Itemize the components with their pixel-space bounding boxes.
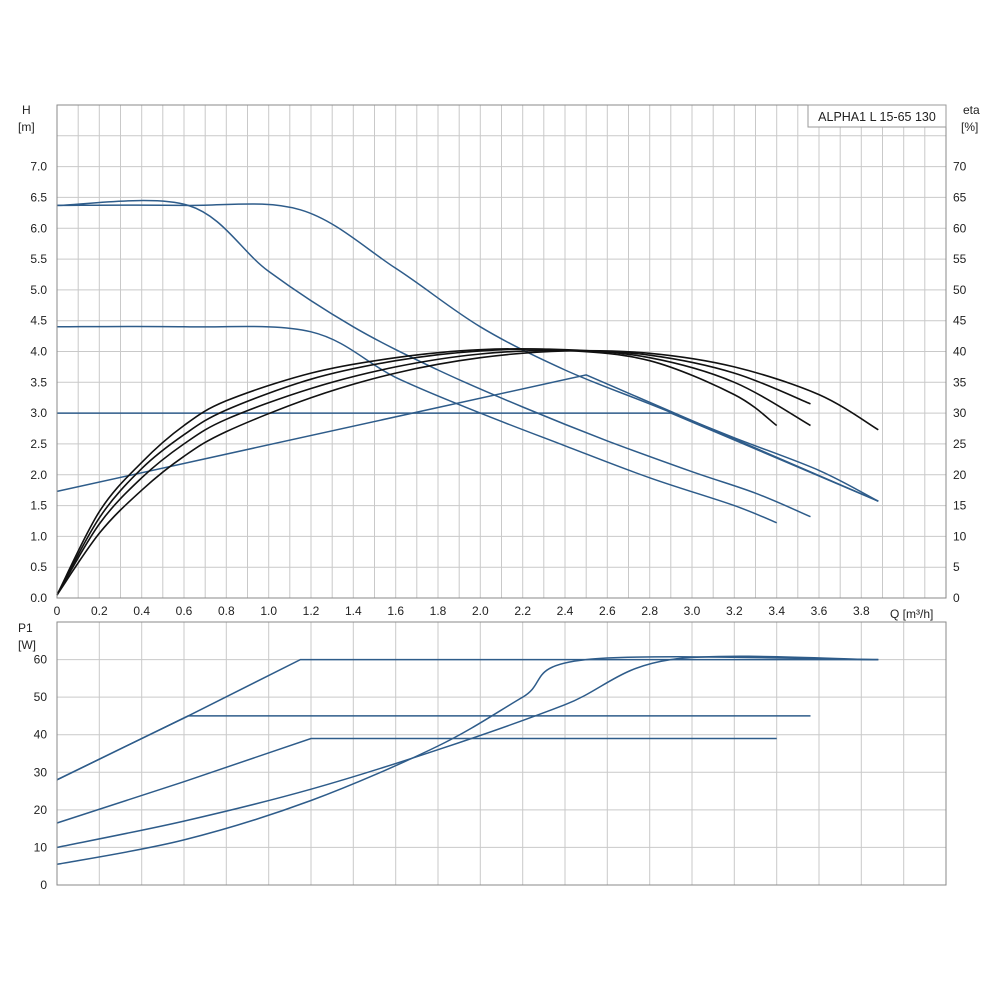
flow-tick-label: 3.4 [768,604,785,618]
head-axis-unit: [m] [18,120,35,134]
head-tick-label: 0.5 [30,560,47,574]
power-axis-label: P1 [18,621,33,635]
eta-tick-label: 15 [953,499,967,513]
eta-tick-label: 20 [953,468,967,482]
flow-tick-label: 0.6 [176,604,193,618]
head-tick-label: 3.0 [30,406,47,420]
head-curve [56,199,811,518]
flow-tick-label: 2.2 [514,604,531,618]
flow-tick-label: 1.8 [430,604,447,618]
eta-tick-label: 45 [953,314,967,328]
head-tick-label: 0.0 [30,591,47,605]
efficiency-curve [56,349,879,596]
flow-tick-label: 1.4 [345,604,362,618]
eta-tick-label: 10 [953,529,967,543]
flow-tick-label: 0.8 [218,604,235,618]
head-curve [56,203,879,502]
eta-tick-label: 70 [953,160,967,174]
power-plot-grid [57,622,946,885]
head-tick-label: 5.5 [30,252,47,266]
power-plot: 0 10 20 30 40 50 60 P1 [W] [18,621,947,892]
head-tick-label: 4.5 [30,314,47,328]
head-curve [56,374,879,502]
eta-tick-label: 35 [953,375,967,389]
flow-tick-label: 0.2 [91,604,108,618]
power-tick-label: 40 [34,728,48,742]
model-label-box [807,104,947,128]
eta-tick-label: 30 [953,406,967,420]
head-tick-label: 1.5 [30,499,47,513]
eta-tick-label: 60 [953,221,967,235]
flow-tick-label: 3.2 [726,604,743,618]
efficiency-curve [56,348,811,596]
power-axis-unit: [W] [18,638,36,652]
eta-tick-label: 0 [953,591,960,605]
power-tick-label: 0 [40,878,47,892]
head-axis-label: H [22,103,31,117]
efficiency-curve [56,348,778,596]
eta-tick-label: 65 [953,190,967,204]
eta-tick-label: 5 [953,560,960,574]
flow-axis-label: Q [m³/h] [890,607,933,621]
power-tick-label: 30 [34,765,48,779]
flow-tick-label: 1.2 [303,604,320,618]
head-tick-label: 2.5 [30,437,47,451]
power-tick-label: 20 [34,803,48,817]
efficiency-curve [56,349,811,596]
flow-tick-label: 0.4 [133,604,150,618]
head-tick-label: 1.0 [30,529,47,543]
power-tick-label: 60 [34,653,48,667]
power-tick-label: 50 [34,690,48,704]
head-efficiency-plot: 0.0 0.5 1.0 1.5 2.0 2.5 3.0 3.5 4.0 4.5 5.0 5.5 6.0 6… [18,103,980,621]
power-plot-curves [56,655,879,866]
flow-tick-label: 1.6 [387,604,404,618]
flow-tick-label: 0 [54,604,61,618]
head-curve [56,325,777,524]
head-tick-label: 7.0 [30,160,47,174]
head-axis-tick-labels: 0.0 0.5 1.0 1.5 2.0 2.5 3.0 3.5 4.0 4.5 5.0 5.5 6.0 6… [30,160,47,605]
eta-tick-label: 40 [953,345,967,359]
power-curve [56,715,811,781]
eta-tick-label: 50 [953,283,967,297]
head-plot-curves [56,199,879,596]
head-tick-label: 3.5 [30,375,47,389]
eta-axis-unit: [%] [961,120,978,134]
head-plot-frame [56,104,947,599]
flow-axis-tick-labels: 0 0.2 0.4 0.6 0.8 1.0 1.2 1.4 1.6 1.8 2.0 2.2 2.4 2.6… [54,604,870,618]
power-curve [56,656,879,866]
eta-axis-label: eta [963,103,980,117]
power-curve [56,737,777,824]
model-label: ALPHA1 L 15-65 130 [818,110,936,124]
flow-tick-label: 3.8 [853,604,870,618]
power-tick-label: 10 [34,840,48,854]
eta-tick-label: 55 [953,252,967,266]
flow-tick-label: 2.0 [472,604,489,618]
flow-tick-label: 1.0 [260,604,277,618]
flow-tick-label: 3.6 [811,604,828,618]
power-plot-frame [56,621,947,886]
flow-tick-label: 2.8 [641,604,658,618]
head-tick-label: 6.0 [30,221,47,235]
head-tick-label: 2.0 [30,468,47,482]
eta-axis-tick-labels: 0 5 10 15 20 25 30 35 40 45 50 55 60 65 70 [953,160,967,605]
head-tick-label: 4.0 [30,345,47,359]
power-axis-tick-labels: 0 10 20 30 40 50 60 [34,653,48,892]
flow-tick-label: 2.6 [599,604,616,618]
head-plot-grid [57,105,946,598]
head-tick-label: 6.5 [30,190,47,204]
power-curve [56,655,879,849]
flow-tick-label: 3.0 [684,604,701,618]
flow-tick-label: 2.4 [557,604,574,618]
eta-tick-label: 25 [953,437,967,451]
head-tick-label: 5.0 [30,283,47,297]
